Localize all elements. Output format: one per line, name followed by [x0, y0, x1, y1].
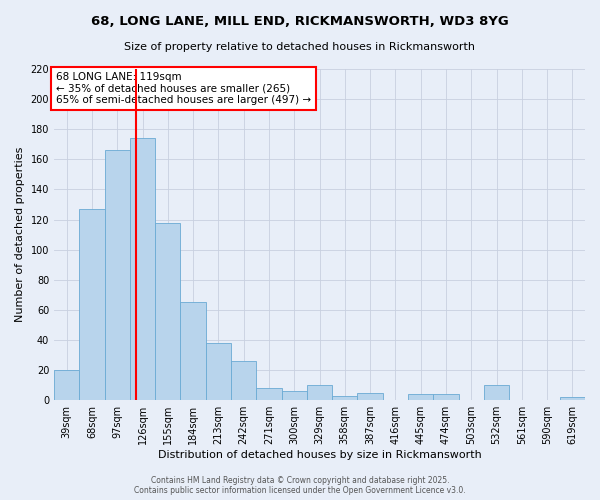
- Bar: [358, 392, 383, 400]
- Bar: [79, 209, 104, 400]
- Bar: [206, 343, 231, 400]
- Bar: [408, 394, 433, 400]
- Text: 68 LONG LANE: 119sqm
← 35% of detached houses are smaller (265)
65% of semi-deta: 68 LONG LANE: 119sqm ← 35% of detached h…: [56, 72, 311, 105]
- Bar: [155, 222, 181, 400]
- Bar: [560, 397, 585, 400]
- Bar: [54, 370, 79, 400]
- Bar: [307, 385, 332, 400]
- Y-axis label: Number of detached properties: Number of detached properties: [15, 147, 25, 322]
- Bar: [484, 385, 509, 400]
- Text: Size of property relative to detached houses in Rickmansworth: Size of property relative to detached ho…: [125, 42, 476, 52]
- Text: 68, LONG LANE, MILL END, RICKMANSWORTH, WD3 8YG: 68, LONG LANE, MILL END, RICKMANSWORTH, …: [91, 15, 509, 28]
- Bar: [130, 138, 155, 400]
- Bar: [281, 391, 307, 400]
- Bar: [332, 396, 358, 400]
- Bar: [231, 361, 256, 400]
- Bar: [256, 388, 281, 400]
- Text: Contains HM Land Registry data © Crown copyright and database right 2025.: Contains HM Land Registry data © Crown c…: [151, 476, 449, 485]
- Bar: [104, 150, 130, 400]
- Bar: [433, 394, 458, 400]
- Text: Contains public sector information licensed under the Open Government Licence v3: Contains public sector information licen…: [134, 486, 466, 495]
- Bar: [181, 302, 206, 400]
- X-axis label: Distribution of detached houses by size in Rickmansworth: Distribution of detached houses by size …: [158, 450, 481, 460]
